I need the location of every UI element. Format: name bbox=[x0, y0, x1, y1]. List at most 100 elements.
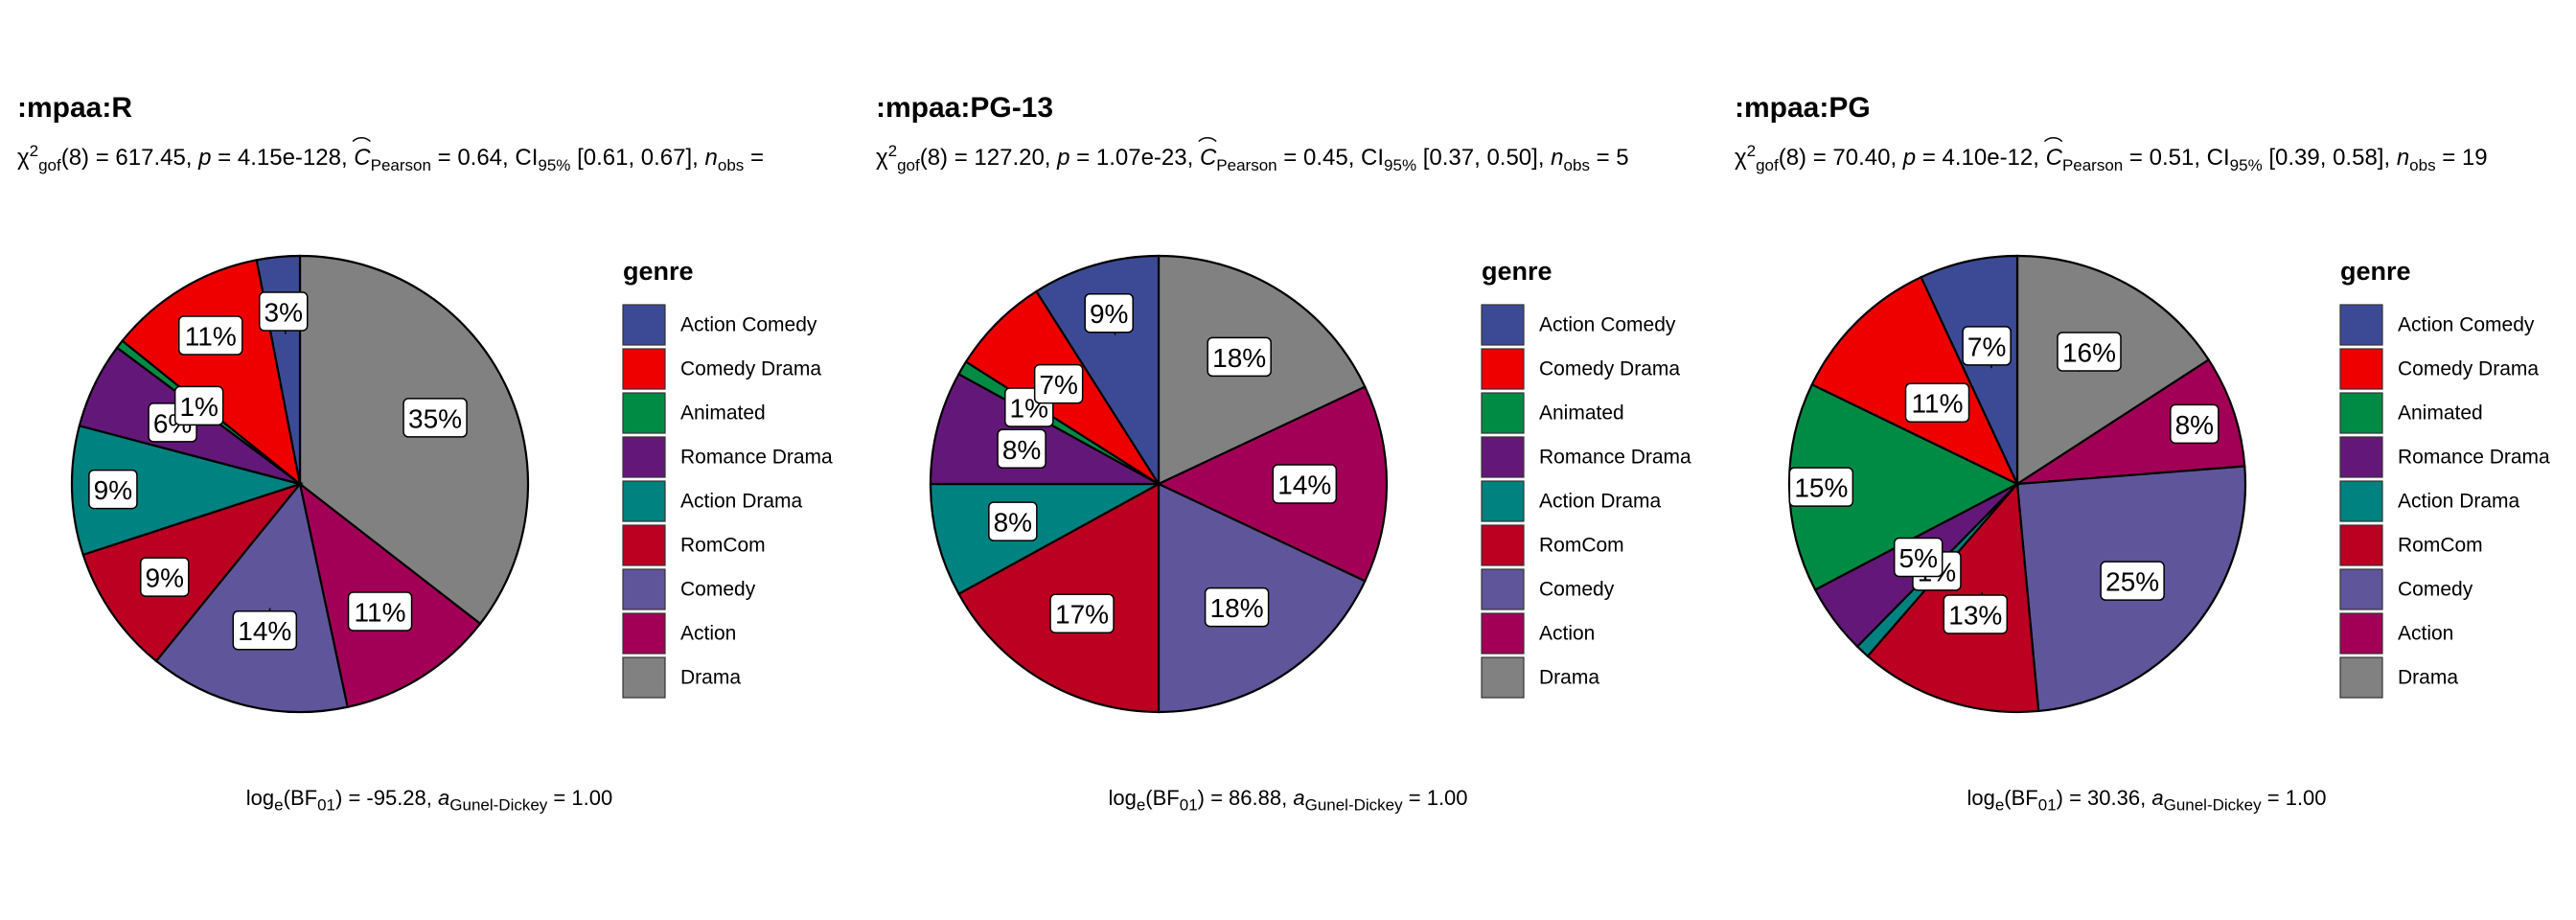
p-value: = 4.15e-128, bbox=[211, 145, 355, 171]
chart-title: :mpaa:PG-13 bbox=[876, 92, 1054, 124]
slice-label-box bbox=[997, 428, 1046, 470]
legend-key-action-drama bbox=[2339, 480, 2383, 522]
slice-label: 9% bbox=[1090, 299, 1128, 329]
slice-label: 17% bbox=[1055, 600, 1109, 630]
legend-label: Action bbox=[2398, 623, 2453, 645]
slice-label: 8% bbox=[2175, 410, 2214, 440]
slice-label-box bbox=[1962, 326, 2012, 366]
legend-key-animated bbox=[622, 392, 666, 434]
n-observations: = 5 bbox=[1589, 145, 1629, 171]
chart-panel-pg13: :mpaa:PG-13 χ2gof(8) = 127.20, p = 1.07e… bbox=[859, 0, 1717, 920]
legend-label: Comedy Drama bbox=[1539, 358, 1680, 380]
slice-label-box bbox=[2170, 403, 2220, 445]
effect-size: = 0.51, CI bbox=[2123, 145, 2230, 171]
legend-key-action-drama bbox=[622, 480, 666, 522]
legend-key-comedy bbox=[2339, 568, 2383, 610]
legend-key-romance-drama bbox=[2339, 436, 2383, 478]
slice-label: 13% bbox=[1948, 600, 2002, 630]
slice-label: 16% bbox=[2062, 337, 2116, 367]
legend-label: Action Drama bbox=[2398, 491, 2520, 513]
slice-label-box bbox=[140, 557, 190, 597]
p-value: = 1.07e-23, bbox=[1070, 145, 1200, 171]
legend-label: Animated bbox=[1539, 402, 1624, 425]
pie-slice-action-drama bbox=[70, 424, 304, 557]
effect-size: = 0.45, CI bbox=[1276, 145, 1385, 171]
n-observations: = bbox=[744, 145, 764, 171]
bayes-factor: ) = 30.36, bbox=[2056, 786, 2152, 810]
pie-slice-action-comedy bbox=[1920, 254, 2019, 485]
legend-label: Comedy bbox=[2398, 579, 2473, 601]
legend-key-romcom bbox=[622, 524, 666, 566]
pie-slice-action-drama bbox=[929, 482, 1160, 596]
chart-caption: loge(BF01) = 30.36, aGunel-Dickey = 1.00 bbox=[1966, 786, 2327, 815]
pie-slice-drama bbox=[298, 254, 530, 626]
gunel-dickey: = 1.00 bbox=[547, 786, 613, 810]
legend-label: Comedy bbox=[1539, 579, 1615, 601]
legend-key-action bbox=[622, 612, 666, 655]
pie-slice-romcom bbox=[81, 481, 304, 663]
gunel-dickey: = 1.00 bbox=[2261, 786, 2327, 810]
legend-label: RomCom bbox=[680, 535, 766, 557]
p-value: = 4.10e-12, bbox=[1916, 145, 2046, 171]
legend-label: Action Drama bbox=[1539, 491, 1662, 513]
slice-label: 5% bbox=[1899, 543, 1938, 573]
legend-key-action-drama bbox=[1481, 480, 1525, 522]
slice-label: 3% bbox=[264, 297, 303, 327]
legend-key-comedy-drama bbox=[1481, 348, 1525, 390]
chart-subtitle: χ2gof(8) = 617.45, p = 4.15e-128, ⌒ CPear… bbox=[17, 137, 764, 174]
slice-label: 9% bbox=[94, 475, 132, 505]
legend-key-comedy bbox=[1481, 568, 1525, 610]
slice-label: 15% bbox=[1794, 473, 1848, 503]
legend-label: Action Drama bbox=[680, 491, 803, 513]
chi-square-stat: (8) = 617.45, bbox=[60, 145, 199, 171]
bayes-factor: ) = -95.28, bbox=[335, 786, 439, 810]
chart-caption: loge(BF01) = 86.88, aGunel-Dickey = 1.00 bbox=[1108, 786, 1468, 815]
slice-label-box bbox=[232, 610, 298, 651]
slice-label-box bbox=[1904, 382, 1970, 423]
chart-title: :mpaa:R bbox=[17, 92, 133, 124]
legend-label: Action Comedy bbox=[1539, 314, 1676, 336]
slice-label-box bbox=[1788, 467, 1854, 507]
chart-panel-pg: :mpaa:PG χ2gof(8) = 70.40, p = 4.10e-12,… bbox=[1717, 0, 2576, 920]
legend-label: Comedy bbox=[680, 579, 756, 601]
legend-key-romcom bbox=[2339, 524, 2383, 566]
chart-panel-r: :mpaa:R χ2gof(8) = 617.45, p = 4.15e-128… bbox=[0, 0, 859, 920]
slice-label: 1% bbox=[179, 392, 218, 422]
legend-key-drama bbox=[2339, 656, 2383, 699]
legend-title: genre bbox=[623, 257, 694, 286]
slice-label: 7% bbox=[1039, 370, 1077, 400]
n-observations: = 19 bbox=[2435, 145, 2488, 171]
pie-slice-comedy-drama bbox=[1810, 275, 2020, 487]
chart-subtitle: χ2gof(8) = 127.20, p = 1.07e-23, ⌒ CPears… bbox=[876, 137, 1629, 174]
slice-label-box bbox=[1207, 336, 1272, 378]
effect-size: = 0.64, CI bbox=[430, 145, 539, 171]
slice-label-box bbox=[2057, 332, 2122, 372]
slice-label-box bbox=[988, 501, 1038, 541]
legend-label: RomCom bbox=[2398, 535, 2483, 557]
slice-label-box bbox=[173, 385, 224, 426]
slice-label-box bbox=[2100, 561, 2165, 601]
pie-slice-comedy-drama bbox=[121, 259, 302, 487]
slice-label: 8% bbox=[994, 508, 1032, 538]
chi-square-stat: (8) = 127.20, bbox=[919, 145, 1058, 171]
legend-label: Drama bbox=[1539, 667, 1599, 689]
legend-label: Animated bbox=[680, 402, 766, 425]
slice-label: 25% bbox=[2105, 567, 2159, 597]
legend-label: Comedy Drama bbox=[2398, 358, 2539, 380]
legend-key-animated bbox=[1481, 392, 1525, 434]
legend-label: Comedy Drama bbox=[680, 358, 821, 380]
slice-label: 14% bbox=[238, 616, 291, 646]
legend-title: genre bbox=[1482, 257, 1552, 286]
slice-label-box bbox=[1049, 593, 1115, 633]
legend-label: Action Comedy bbox=[680, 314, 817, 336]
slice-label: 8% bbox=[1002, 435, 1041, 465]
slice-label: 11% bbox=[355, 598, 406, 628]
slice-label: 18% bbox=[1212, 343, 1266, 373]
legend-key-drama bbox=[622, 656, 666, 699]
pie-slice-romance-drama bbox=[929, 372, 1160, 486]
slice-label: 7% bbox=[1967, 332, 2006, 361]
legend-key-comedy-drama bbox=[622, 348, 666, 390]
pie-slice-comedy bbox=[154, 481, 349, 714]
